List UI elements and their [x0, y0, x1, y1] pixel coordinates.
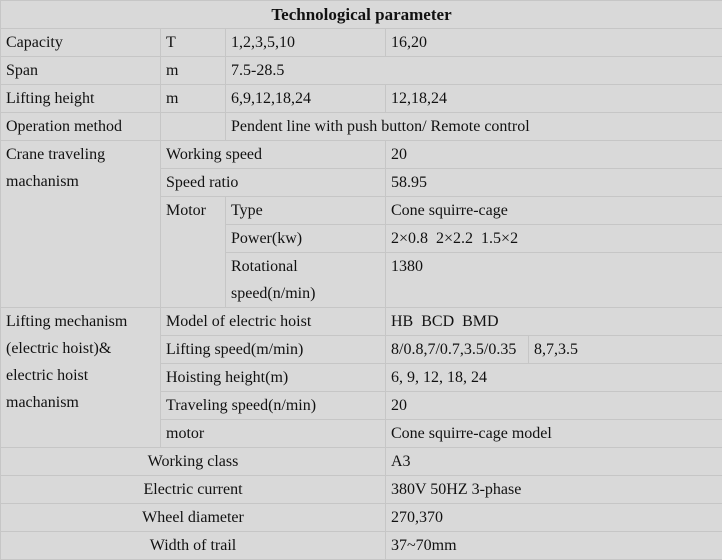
span-label: Span [1, 57, 161, 85]
width-of-trail-label: Width of trail [1, 532, 386, 560]
hoist-model-value: HB BCD BMD [386, 308, 722, 336]
traveling-speed-value: 20 [386, 392, 722, 420]
traveling-speed-label: Traveling speed(n/min) [161, 392, 386, 420]
working-speed-value: 20 [386, 141, 722, 169]
motor-power-value: 2×0.8 2×2.2 1.5×2 [386, 225, 722, 253]
motor-rotational-speed-label: Rotational speed(n/min) [226, 253, 386, 308]
motor-rotational-speed-value: 1380 [386, 253, 722, 308]
lifting-mechanism-section-label: Lifting mechanism (electric hoist)& elec… [1, 308, 161, 448]
speed-ratio-value: 58.95 [386, 169, 722, 197]
lifting-height-unit: m [161, 85, 226, 113]
electric-current-label: Electric current [1, 476, 386, 504]
crane-traveling-section-label: Crane traveling machanism [1, 141, 161, 308]
hoisting-height-value: 6, 9, 12, 18, 24 [386, 364, 722, 392]
hoist-motor-value: Cone squirre-cage model [386, 420, 722, 448]
motor-group-label: Motor [161, 197, 226, 308]
capacity-value-2: 16,20 [386, 29, 722, 57]
motor-type-value: Cone squirre-cage [386, 197, 722, 225]
table-title: Technological parameter [1, 1, 722, 29]
lifting-height-label: Lifting height [1, 85, 161, 113]
span-unit: m [161, 57, 226, 85]
capacity-value-1: 1,2,3,5,10 [226, 29, 386, 57]
working-class-label: Working class [1, 448, 386, 476]
hoisting-height-label: Hoisting height(m) [161, 364, 386, 392]
wheel-diameter-value: 270,370 [386, 504, 722, 532]
capacity-label: Capacity [1, 29, 161, 57]
motor-type-label: Type [226, 197, 386, 225]
capacity-unit: T [161, 29, 226, 57]
hoist-model-label: Model of electric hoist [161, 308, 386, 336]
span-value: 7.5-28.5 [226, 57, 722, 85]
working-speed-label: Working speed [161, 141, 386, 169]
operation-method-unit [161, 113, 226, 141]
lifting-height-value-1: 6,9,12,18,24 [226, 85, 386, 113]
lifting-speed-value-2: 8,7,3.5 [529, 336, 722, 364]
speed-ratio-label: Speed ratio [161, 169, 386, 197]
operation-method-label: Operation method [1, 113, 161, 141]
hoist-motor-label: motor [161, 420, 386, 448]
wheel-diameter-label: Wheel diameter [1, 504, 386, 532]
lifting-height-value-2: 12,18,24 [386, 85, 722, 113]
operation-method-value: Pendent line with push button/ Remote co… [226, 113, 722, 141]
lifting-speed-value-1: 8/0.8,7/0.7,3.5/0.35 [386, 336, 529, 364]
lifting-speed-label: Lifting speed(m/min) [161, 336, 386, 364]
motor-power-label: Power(kw) [226, 225, 386, 253]
width-of-trail-value: 37~70mm [386, 532, 722, 560]
electric-current-value: 380V 50HZ 3-phase [386, 476, 722, 504]
working-class-value: A3 [386, 448, 722, 476]
